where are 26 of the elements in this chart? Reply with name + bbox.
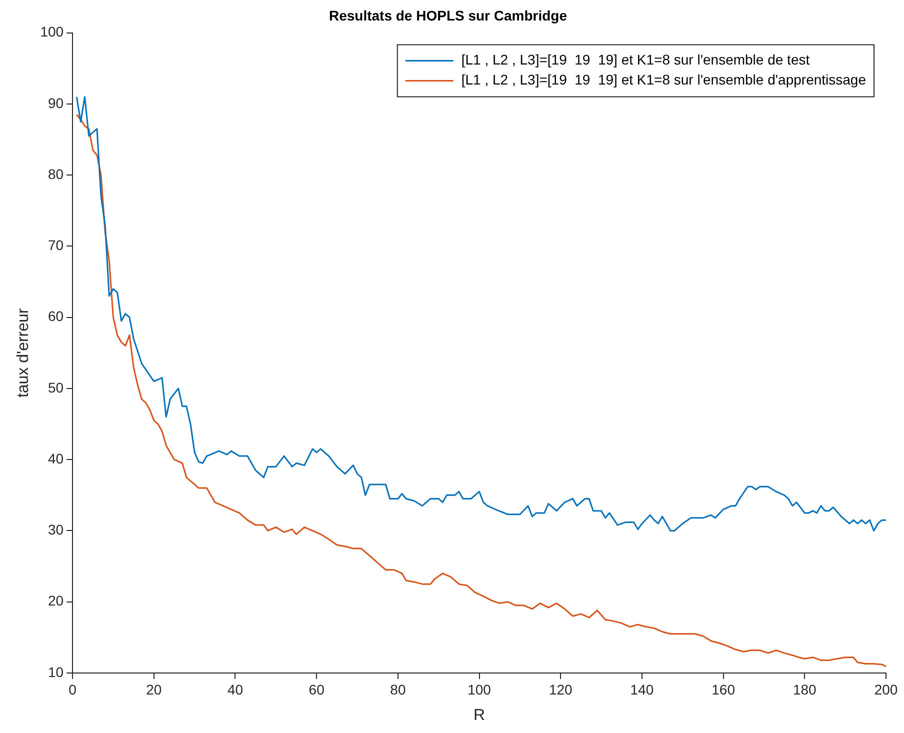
x-tick-label: 120 bbox=[548, 681, 573, 698]
y-tick-label: 50 bbox=[48, 379, 64, 396]
x-tick-label: 100 bbox=[468, 681, 492, 698]
legend-label: [L1 , L2 , L3]=[19 19 19] et K1=8 sur l'ensemble d'apprentissage bbox=[461, 72, 866, 88]
x-tick-label: 80 bbox=[390, 681, 406, 698]
y-tick-label: 80 bbox=[48, 166, 64, 182]
y-tick-label: 20 bbox=[48, 592, 64, 609]
x-tick-label: 140 bbox=[630, 681, 654, 698]
x-tick-label: 60 bbox=[308, 681, 325, 698]
x-axis-title: R bbox=[474, 706, 486, 724]
x-tick-label: 0 bbox=[68, 681, 77, 698]
y-tick-label: 40 bbox=[48, 450, 64, 466]
y-axis-title: taux d'erreur bbox=[15, 308, 32, 398]
x-tick-label: 20 bbox=[146, 681, 162, 698]
y-tick-label: 100 bbox=[40, 24, 64, 40]
x-tick-label: 200 bbox=[874, 681, 898, 698]
y-tick-label: 70 bbox=[48, 237, 64, 254]
legend-label: [L1 , L2 , L3]=[19 19 19] et K1=8 sur l'ensemble de test bbox=[461, 52, 810, 68]
y-tick-label: 60 bbox=[48, 308, 64, 324]
x-tick-label: 160 bbox=[712, 681, 736, 698]
x-tick-label: 180 bbox=[792, 681, 817, 698]
chart-title: Resultats de HOPLS sur Cambridge bbox=[328, 7, 568, 24]
y-tick-label: 10 bbox=[48, 664, 64, 680]
y-tick-label: 90 bbox=[48, 94, 64, 111]
x-tick-label: 40 bbox=[227, 681, 244, 698]
y-tick-label: 30 bbox=[48, 522, 64, 538]
